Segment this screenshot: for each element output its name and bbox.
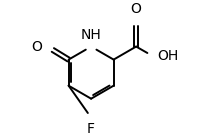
Text: NH: NH	[81, 28, 101, 42]
Text: F: F	[87, 122, 95, 136]
Text: OH: OH	[157, 49, 179, 63]
Text: O: O	[131, 2, 142, 16]
Text: O: O	[32, 40, 43, 54]
